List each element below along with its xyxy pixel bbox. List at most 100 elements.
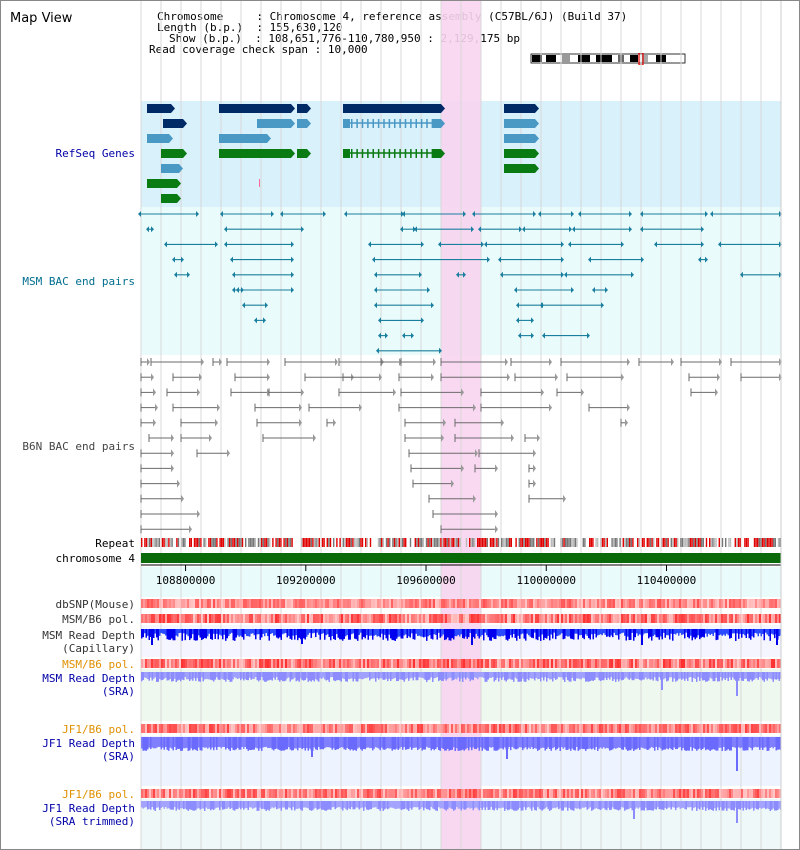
depth-bar xyxy=(262,737,264,748)
heat-cell xyxy=(563,659,565,668)
depth-bar xyxy=(607,801,609,808)
b6n-bac-end xyxy=(299,418,302,427)
heat-cell xyxy=(269,599,271,608)
heat-cell xyxy=(209,789,211,798)
heat-cell xyxy=(187,599,189,608)
depth-bar xyxy=(315,672,317,680)
depth-bar xyxy=(352,737,354,751)
depth-bar xyxy=(753,629,755,638)
depth-bar xyxy=(270,629,272,635)
heat-cell xyxy=(685,599,687,608)
depth-bar xyxy=(487,801,489,810)
repeat-element xyxy=(478,538,480,547)
heat-cell xyxy=(723,724,725,733)
heat-cell xyxy=(335,614,337,623)
heat-cell xyxy=(479,789,481,798)
heat-cell xyxy=(339,599,341,608)
depth-bar xyxy=(403,629,405,636)
depth-bar xyxy=(702,629,704,637)
depth-bar xyxy=(231,801,233,809)
b6n-bac-end xyxy=(549,403,552,412)
depth-bar xyxy=(601,672,603,681)
heat-cell xyxy=(675,599,677,608)
depth-bar xyxy=(454,672,456,679)
depth-spike xyxy=(736,801,738,823)
repeat-element xyxy=(501,538,503,547)
heat-cell xyxy=(609,724,611,733)
depth-bar xyxy=(508,672,510,679)
depth-bar xyxy=(207,672,209,680)
depth-bar xyxy=(406,629,408,639)
heat-cell xyxy=(425,789,427,798)
heat-cell xyxy=(203,789,205,798)
depth-bar xyxy=(283,672,285,682)
depth-bar xyxy=(367,629,369,640)
depth-bar xyxy=(324,672,326,680)
depth-bar xyxy=(169,629,171,640)
repeat-element xyxy=(657,538,660,547)
depth-bar xyxy=(271,629,273,634)
depth-bar xyxy=(334,737,336,751)
heat-cell xyxy=(513,614,515,623)
depth-bar xyxy=(549,801,551,811)
gene-arrow xyxy=(535,164,539,173)
depth-bar xyxy=(576,801,578,809)
heat-cell xyxy=(293,789,295,798)
repeat-element xyxy=(422,538,424,547)
depth-bar xyxy=(432,629,434,640)
heat-cell xyxy=(377,659,379,668)
heat-cell xyxy=(567,724,569,733)
heat-cell xyxy=(415,614,417,623)
depth-bar xyxy=(721,672,723,681)
heat-cell xyxy=(329,599,331,608)
heat-cell xyxy=(553,599,555,608)
repeat-element xyxy=(278,538,280,547)
gene-exon xyxy=(367,149,369,158)
gene-block xyxy=(504,164,535,173)
repeat-element xyxy=(214,538,216,547)
heat-cell xyxy=(519,789,521,798)
repeat-element xyxy=(632,538,634,547)
depth-bar xyxy=(318,801,320,810)
heat-cell xyxy=(457,724,459,733)
depth-bar xyxy=(205,801,207,808)
gene-arrow xyxy=(267,134,271,143)
depth-bar xyxy=(730,629,732,638)
depth-bar xyxy=(303,801,305,808)
heat-cell xyxy=(373,614,375,623)
depth-bar xyxy=(441,672,443,681)
gene-exon xyxy=(388,149,391,158)
heat-cell xyxy=(253,599,255,608)
depth-bar xyxy=(219,801,221,811)
depth-bar xyxy=(294,629,296,640)
repeat-element xyxy=(347,538,349,547)
repeat-element xyxy=(681,538,684,547)
heat-cell xyxy=(241,614,243,623)
depth-bar xyxy=(175,737,177,751)
label-jf1-depth-trim-1: JF1 Read Depth xyxy=(42,802,135,815)
depth-bar xyxy=(175,629,177,636)
heat-cell xyxy=(705,659,707,668)
depth-bar xyxy=(724,672,726,680)
repeat-element xyxy=(265,538,268,547)
repeat-element xyxy=(145,538,148,547)
repeat-element xyxy=(245,538,247,547)
heat-cell xyxy=(251,659,253,668)
heat-cell xyxy=(677,614,679,623)
depth-bar xyxy=(342,629,344,641)
chromosome-key: Chromosome xyxy=(157,10,257,23)
heat-cell xyxy=(553,724,555,733)
depth-bar xyxy=(537,737,539,751)
heat-cell xyxy=(321,659,323,668)
depth-bar xyxy=(579,801,581,810)
heat-cell xyxy=(627,724,629,733)
depth-bar xyxy=(408,801,410,811)
depth-bar xyxy=(238,801,240,808)
repeat-element xyxy=(329,538,332,547)
depth-bar xyxy=(709,801,711,810)
depth-bar xyxy=(576,629,578,634)
depth-bar xyxy=(739,629,741,634)
heat-cell xyxy=(723,614,725,623)
depth-bar xyxy=(502,629,504,637)
